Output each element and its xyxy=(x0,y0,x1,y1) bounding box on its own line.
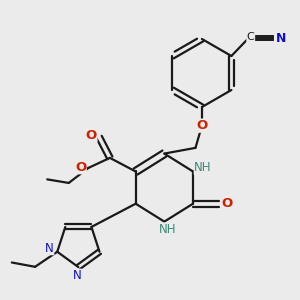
Text: O: O xyxy=(85,129,97,142)
Text: O: O xyxy=(196,119,208,132)
Text: NH: NH xyxy=(194,161,212,174)
Text: NH: NH xyxy=(159,223,177,236)
Text: N: N xyxy=(45,242,54,255)
Text: N: N xyxy=(73,269,81,282)
Text: O: O xyxy=(75,161,86,174)
Text: N: N xyxy=(276,32,286,45)
Text: C: C xyxy=(247,32,255,42)
Text: O: O xyxy=(221,197,232,210)
